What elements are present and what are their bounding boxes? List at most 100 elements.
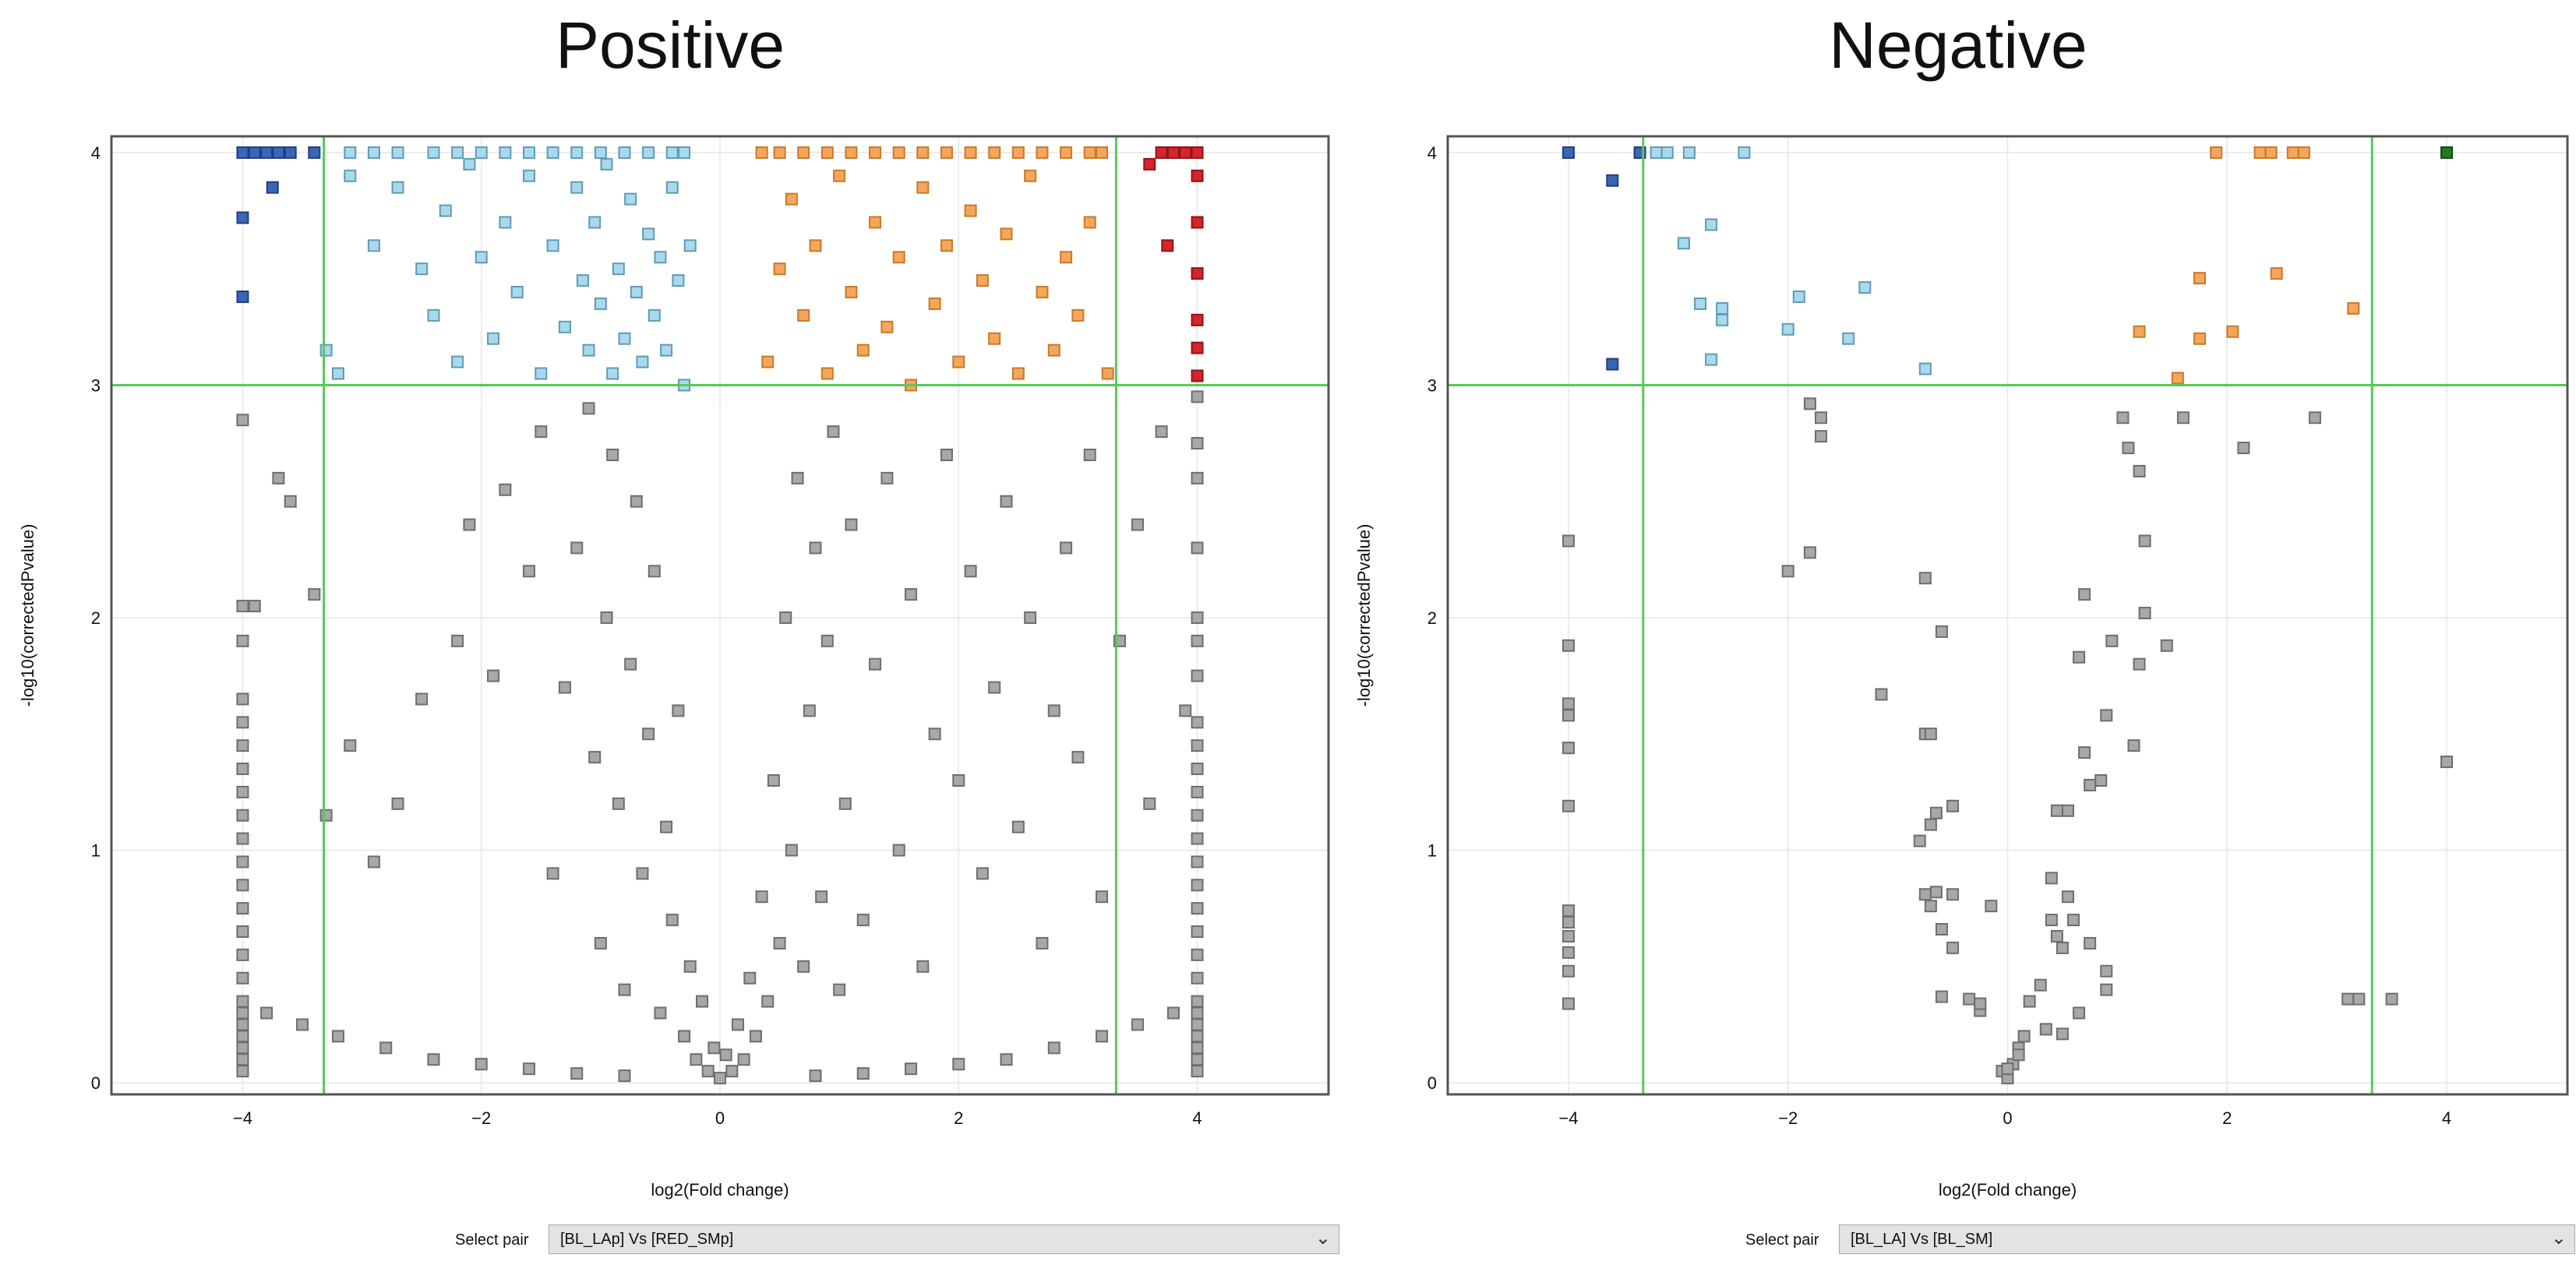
pair-select-dropdown[interactable]: [BL_LA] Vs [BL_SM] ⌄ [1839, 1224, 2575, 1254]
x-axis-label: log2(Fold change) [1939, 1180, 2077, 1200]
data-point [2056, 941, 2069, 954]
data-point [1036, 286, 1049, 299]
data-point [367, 855, 380, 868]
data-point [606, 449, 619, 462]
data-point [755, 146, 768, 159]
plot-frame [110, 135, 1330, 1096]
data-point [463, 518, 476, 531]
data-point [1179, 146, 1192, 159]
data-point [236, 1065, 249, 1078]
series-ns [1561, 397, 2454, 1085]
data-point [427, 308, 440, 322]
data-point [2127, 739, 2140, 752]
chart-title: Positive [555, 9, 785, 82]
data-point [1060, 146, 1073, 159]
data-point [1096, 890, 1109, 904]
data-point [916, 181, 930, 194]
data-point [916, 146, 930, 159]
data-point [820, 634, 834, 647]
pair-select-dropdown[interactable]: [BL_LAp] Vs [RED_SMp] ⌄ [549, 1224, 1339, 1254]
chevron-down-icon[interactable]: ⌄ [2550, 1228, 2567, 1249]
data-point [1083, 449, 1096, 462]
data-point [815, 890, 828, 904]
pair-select-value: [BL_LAp] Vs [RED_SMp] [560, 1231, 734, 1248]
data-point [1694, 297, 1707, 310]
data-point [2034, 978, 2047, 992]
data-point [570, 146, 584, 159]
data-point [648, 308, 661, 322]
data-point [588, 751, 602, 764]
data-point [236, 146, 249, 159]
series-red [1143, 146, 1204, 382]
data-point [487, 332, 500, 345]
data-point [761, 995, 775, 1008]
data-point [624, 192, 637, 206]
chart-title: Negative [1829, 9, 2087, 82]
volcano-plot-negative: −4 −2 0 2 4 0 1 2 3 4 log2(Fold change) -log10(corr… [1354, 135, 2569, 1200]
data-point [809, 239, 822, 252]
data-point [391, 181, 404, 194]
data-point [1101, 367, 1114, 380]
data-point [451, 146, 464, 159]
data-point [743, 971, 757, 985]
data-point [1918, 888, 1932, 901]
data-point [331, 1030, 344, 1043]
data-point [451, 355, 464, 368]
data-point [2138, 534, 2151, 548]
data-point [570, 181, 584, 194]
data-point [1191, 739, 1204, 752]
data-point [869, 657, 882, 671]
series-orange [755, 146, 1114, 392]
data-point [761, 355, 775, 368]
data-point [612, 797, 625, 810]
data-point [892, 251, 905, 264]
data-point [236, 716, 249, 729]
data-point [344, 739, 357, 752]
data-point [1155, 425, 1168, 439]
data-point [1963, 992, 1976, 1006]
data-point [869, 146, 882, 159]
data-point [2226, 325, 2239, 338]
data-point [1606, 174, 1619, 187]
data-point [522, 565, 535, 578]
series-green [2440, 146, 2454, 159]
y-axis-label: -log10(correctedPvalue) [1354, 524, 1374, 707]
data-point [499, 216, 512, 229]
y-tick-label: 4 [1427, 143, 1437, 163]
data-point [1191, 1006, 1204, 1020]
data-point [1974, 997, 1987, 1010]
data-point [2100, 964, 2113, 978]
data-point [439, 204, 452, 217]
data-point [725, 1065, 739, 1078]
data-point [660, 344, 673, 357]
series-dark-blue [1561, 146, 1646, 371]
panel-positive: Positive −4 −2 0 2 4 0 1 2 3 4 log2(Fold change) -l… [18, 9, 1339, 1254]
data-point [308, 146, 321, 159]
chevron-down-icon[interactable]: ⌄ [1314, 1228, 1331, 1249]
data-point [236, 290, 249, 303]
data-point [2440, 756, 2454, 769]
data-point [2138, 607, 2151, 620]
y-tick-label: 1 [1427, 841, 1437, 861]
data-point [1561, 946, 1575, 959]
x-axis-label: log2(Fold change) [651, 1180, 789, 1200]
data-point [2297, 146, 2310, 159]
data-point [654, 251, 667, 264]
data-point [2045, 914, 2058, 927]
data-point [719, 1048, 732, 1062]
data-point [1561, 534, 1575, 548]
data-point [1191, 267, 1204, 280]
data-point [535, 425, 548, 439]
data-point [708, 1041, 721, 1055]
data-point [731, 1018, 744, 1031]
data-point [1815, 411, 1827, 425]
data-point [1946, 888, 1960, 901]
data-point [1060, 251, 1073, 264]
data-point [236, 785, 249, 798]
data-point [2133, 325, 2146, 338]
data-point [284, 495, 297, 508]
data-point [1946, 941, 1960, 954]
data-point [2061, 890, 2074, 904]
data-point [1191, 1030, 1204, 1043]
data-point [880, 471, 894, 484]
